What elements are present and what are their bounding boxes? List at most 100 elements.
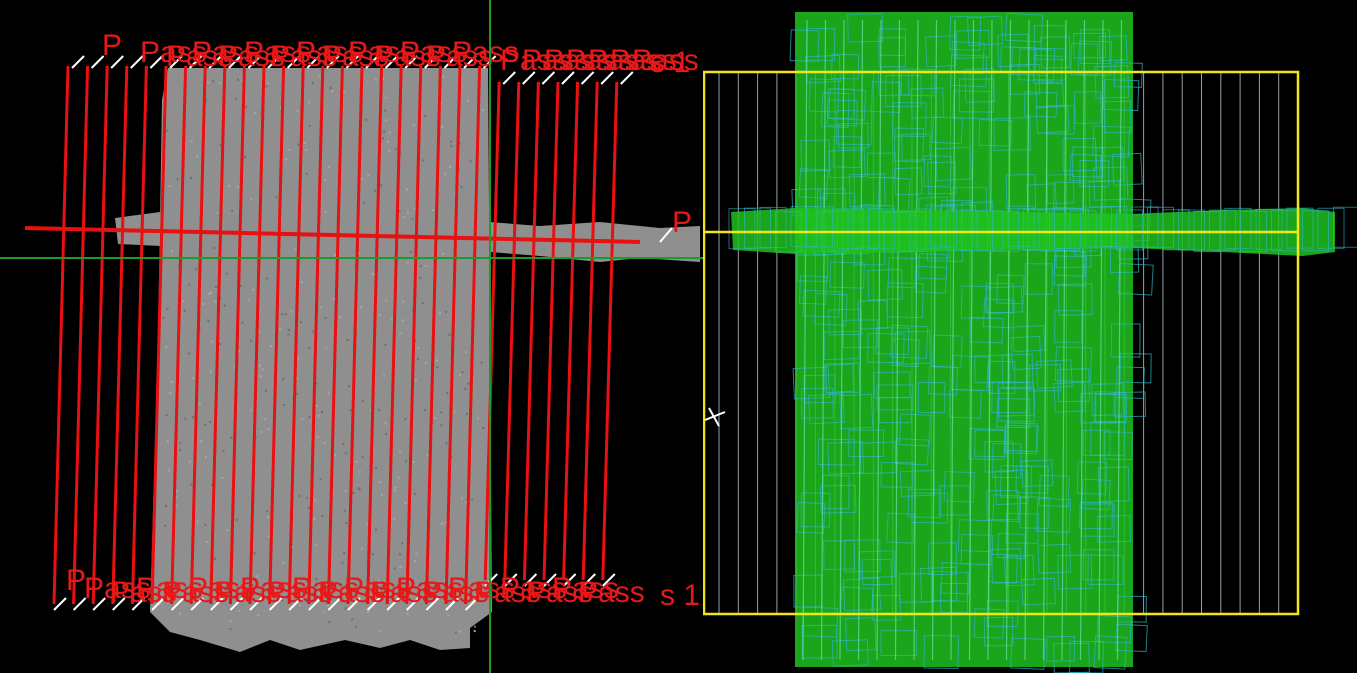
flight-line[interactable] [564, 82, 578, 580]
orthomosaic-texture [230, 620, 232, 622]
flight-line[interactable] [113, 66, 127, 604]
orthomosaic-texture [325, 347, 327, 349]
cross-footprint[interactable] [1334, 207, 1357, 247]
orthomosaic-texture [404, 418, 406, 420]
flight-line[interactable] [544, 82, 558, 580]
orthomosaic-texture [219, 343, 221, 345]
orthomosaic-texture [432, 209, 434, 211]
orthomosaic-texture [359, 489, 361, 491]
orthomosaic-texture [191, 140, 193, 142]
orthomosaic-texture [238, 610, 240, 612]
orthomosaic-texture [426, 454, 428, 456]
orthomosaic-texture [189, 461, 191, 463]
orthomosaic-texture [399, 566, 401, 568]
orthomosaic-texture [257, 615, 259, 617]
orthomosaic-texture [254, 552, 256, 554]
orthomosaic-texture [345, 522, 347, 524]
orthomosaic-texture [441, 523, 443, 525]
coverage-view[interactable] [703, 0, 1357, 673]
orthomosaic-texture [459, 630, 461, 632]
flight-line[interactable] [132, 66, 146, 604]
orthomosaic-texture [383, 130, 385, 132]
orthomosaic-texture [207, 320, 209, 322]
orthomosaic-texture [267, 516, 269, 518]
orthomosaic-texture [467, 100, 469, 102]
orthomosaic-texture [325, 211, 327, 213]
orthomosaic-texture [349, 409, 351, 411]
orthomosaic-texture [252, 289, 254, 291]
flight-line[interactable] [524, 82, 538, 580]
orthomosaic-texture [288, 329, 290, 331]
orthomosaic-texture [165, 505, 167, 507]
orthomosaic-texture [245, 106, 247, 108]
orthomosaic-texture [413, 124, 415, 126]
coverage-canvas[interactable] [703, 0, 1357, 673]
orthomosaic-texture [214, 558, 216, 560]
orthomosaic-texture [197, 520, 199, 522]
orthomosaic-texture [190, 177, 192, 179]
orthomosaic-texture [374, 190, 376, 192]
orthomosaic-texture [164, 525, 166, 527]
orthomosaic-texture [355, 626, 357, 628]
orthomosaic-texture [351, 618, 353, 620]
orthomosaic-texture [203, 303, 205, 305]
flight-line[interactable] [583, 82, 597, 580]
orthomosaic-texture [436, 359, 438, 361]
orthomosaic-texture [477, 417, 479, 419]
orthomosaic-texture [266, 277, 268, 279]
orthomosaic-texture [297, 143, 299, 145]
orthomosaic-texture [425, 265, 427, 267]
orthomosaic-texture [221, 477, 223, 479]
orthomosaic-texture [405, 460, 407, 462]
orthomosaic-texture [360, 306, 362, 308]
orthomosaic-texture [401, 542, 403, 544]
flight-plan-canvas[interactable]: P PassPassPassPassPassPassPassPassPassPas… [0, 0, 703, 673]
orthomosaic-texture [434, 417, 436, 419]
orthomosaic-texture [229, 628, 231, 630]
orthomosaic-texture [167, 440, 169, 442]
orthomosaic-texture [334, 254, 336, 256]
orthomosaic-texture [199, 402, 201, 404]
orthomosaic-texture [391, 318, 393, 320]
orthomosaic-texture [384, 110, 386, 112]
orthomosaic-texture [314, 499, 316, 501]
flight-line[interactable] [74, 66, 88, 604]
orthomosaic-texture [397, 477, 399, 479]
flight-line[interactable] [603, 82, 617, 580]
flight-line[interactable] [54, 66, 68, 604]
orthomosaic-texture [348, 385, 350, 387]
orthomosaic-texture [268, 428, 270, 430]
orthomosaic-texture [264, 418, 266, 420]
orthomosaic-texture [204, 524, 206, 526]
orthomosaic-texture [213, 247, 215, 249]
flight-line[interactable] [93, 66, 107, 604]
flight-line-start-tick [72, 56, 84, 68]
orthomosaic-texture [309, 416, 311, 418]
orthomosaic-texture [331, 90, 333, 92]
orthomosaic-texture [318, 415, 320, 417]
orthomosaic-texture [347, 339, 349, 341]
orthomosaic-texture [339, 316, 341, 318]
orthomosaic-texture [375, 78, 377, 80]
orthomosaic-texture [177, 178, 179, 180]
orthomosaic-texture [250, 409, 252, 411]
orthomosaic-texture [308, 347, 310, 349]
orthomosaic-texture [312, 331, 314, 333]
orthomosaic-texture [188, 284, 190, 286]
orthomosaic-texture [306, 173, 308, 175]
orthomosaic-texture [190, 484, 192, 486]
orthomosaic-texture [394, 487, 396, 489]
orthomosaic-texture [385, 300, 387, 302]
orthomosaic-texture [206, 541, 208, 543]
flight-plan-view[interactable]: P Pass Pass Pass Pass Pass Pass Pass Pass Pass Pas… [0, 0, 703, 673]
orthomosaic-texture [464, 388, 466, 390]
orthomosaic-texture [381, 494, 383, 496]
flight-line[interactable] [505, 82, 519, 580]
orthomosaic-texture [325, 317, 327, 319]
orthomosaic-texture [471, 498, 473, 500]
orthomosaic-texture [460, 186, 462, 188]
orthomosaic-texture [224, 305, 226, 307]
orthomosaic-texture [365, 119, 367, 121]
orthomosaic-texture [410, 251, 412, 253]
orthomosaic-texture [309, 125, 311, 127]
